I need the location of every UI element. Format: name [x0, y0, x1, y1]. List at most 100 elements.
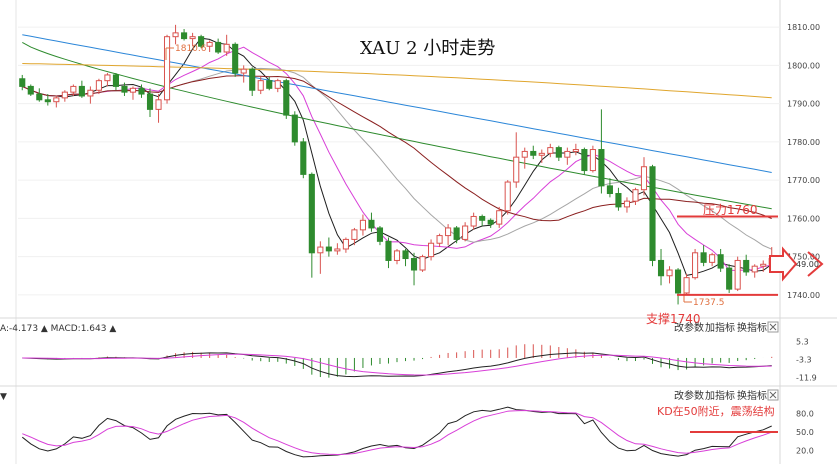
current-price-label: 49.00 [796, 260, 819, 269]
candle [692, 248, 699, 280]
macd-close-icon[interactable] [767, 321, 779, 333]
candle [555, 145, 562, 161]
candle [547, 143, 554, 158]
candle [479, 214, 486, 227]
candle [206, 40, 213, 52]
candle [419, 254, 426, 272]
candle [675, 268, 682, 305]
moving-average-lines [22, 34, 772, 276]
candle [61, 90, 68, 102]
candle [513, 132, 520, 188]
kd-close-icon[interactable] [767, 389, 779, 401]
candle [44, 94, 51, 106]
candle [496, 206, 503, 228]
candle [146, 88, 154, 118]
candle [734, 256, 741, 292]
kd-header: ▼ [0, 392, 7, 402]
candle [504, 180, 511, 215]
candle [683, 273, 690, 295]
macd-dea-line [22, 353, 772, 376]
candle [649, 164, 656, 267]
candle [657, 248, 665, 286]
high-marker-label: 1810.6 [175, 44, 207, 54]
kd-annotation: KD在50附近，震荡结构 [657, 404, 775, 418]
ma-line-60 [22, 41, 772, 210]
candle [709, 252, 716, 267]
candle [104, 73, 111, 87]
candle [112, 73, 119, 91]
candle [462, 222, 469, 242]
kd-change-params[interactable]: 改参数 [674, 389, 704, 402]
candle [215, 38, 222, 54]
candle [726, 264, 733, 293]
candle [181, 29, 188, 41]
candle [155, 94, 162, 123]
ma-line-240 [22, 63, 772, 99]
price-tick-label: 1750.00 [787, 253, 820, 262]
candle [36, 88, 43, 102]
candle [78, 80, 85, 98]
price-tick-label: 1780.00 [787, 138, 820, 147]
candle [598, 109, 605, 194]
candle [564, 147, 571, 165]
price-tick-label: 1790.00 [787, 100, 820, 109]
macd-change-params[interactable]: 改参数 [674, 321, 704, 334]
candle [368, 212, 375, 232]
kd-d-line [22, 409, 772, 456]
candle [172, 24, 179, 45]
kd-tick-label: 80.0 [796, 409, 814, 418]
candle [487, 218, 494, 228]
macd-tick-label: -11.9 [796, 374, 817, 383]
macd-axis-ticks: 5.3 -3.3 -11.9 [796, 338, 817, 383]
candle [376, 226, 384, 246]
candle [232, 42, 239, 77]
candlestick-series [19, 24, 775, 305]
macd-tick-label: -3.3 [796, 356, 812, 365]
price-tick-label: 1810.00 [787, 23, 820, 32]
price-tick-label: 1740.00 [787, 291, 820, 300]
kd-switch-indicator[interactable]: 换指标 [737, 389, 767, 402]
ma-line-120 [22, 34, 772, 173]
candle [572, 143, 579, 156]
candle [95, 78, 102, 95]
candle [717, 248, 724, 272]
candle [189, 32, 196, 47]
macd-switch-indicator[interactable]: 换指标 [737, 321, 767, 334]
kd-k-line [21, 406, 772, 458]
candle [700, 245, 707, 267]
kd-tick-label: 20.0 [796, 447, 814, 456]
candle [436, 233, 443, 248]
candle [640, 157, 648, 196]
low-marker-label: 1737.5 [693, 298, 725, 308]
macd-header: A:-4.173 ▲ MACD:1.643 ▲ [0, 324, 116, 334]
kd-add-indicator[interactable]: 加指标 [705, 389, 735, 402]
candle [410, 252, 418, 286]
candle [402, 248, 409, 267]
support-label: 支撑1740 [646, 311, 701, 326]
candle [581, 147, 588, 175]
candle [163, 34, 171, 104]
candle [530, 145, 537, 160]
candle [129, 86, 137, 100]
candle [615, 187, 622, 211]
candle [325, 237, 332, 257]
direction-arrow-icon [769, 246, 824, 282]
macd-add-indicator[interactable]: 加指标 [705, 321, 735, 334]
candle [308, 172, 315, 278]
candle [274, 78, 281, 93]
candle [27, 84, 34, 96]
ma-line-20 [22, 67, 772, 250]
candle [257, 76, 264, 95]
price-tick-label: 1760.00 [787, 214, 820, 223]
candle [743, 254, 750, 276]
candle [342, 237, 349, 253]
kd-tick-label: 50.0 [796, 428, 814, 437]
ma-line-30 [22, 75, 772, 222]
candle [606, 178, 613, 198]
candle [666, 266, 673, 284]
candle [87, 86, 94, 104]
candle [266, 76, 273, 91]
ma-line-10 [22, 46, 772, 271]
